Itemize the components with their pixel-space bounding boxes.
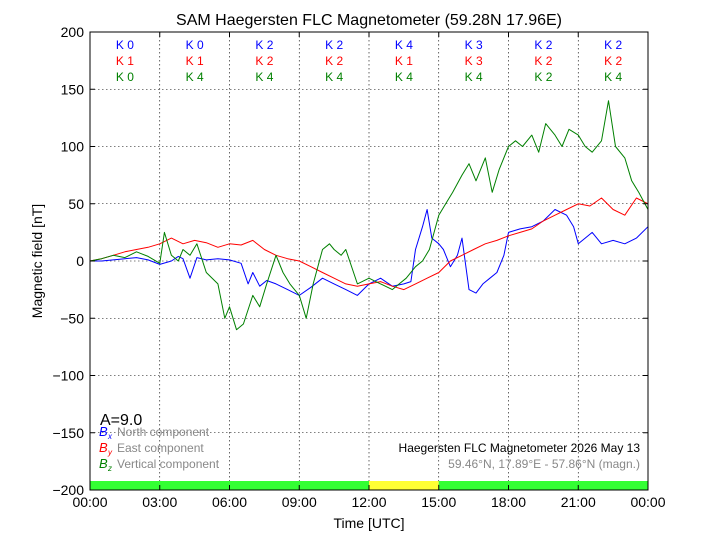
legend-label-x: North component <box>117 425 210 439</box>
legend-symbol-z: B <box>99 456 108 471</box>
legend-subscript-x: x <box>107 432 113 441</box>
k-index-z: K 4 <box>395 70 413 84</box>
info-station-date: Haegersten FLC Magnetometer 2026 May 13 <box>399 441 641 455</box>
k-index-z: K 2 <box>534 70 552 84</box>
k-index-x: K 2 <box>255 38 273 52</box>
y-axis-label: Magnetic field [nT] <box>29 204 45 318</box>
y-tick-label: −200 <box>52 482 84 498</box>
k-index-z: K 4 <box>186 70 204 84</box>
k-index-x: K 2 <box>534 38 552 52</box>
k-index-z: K 4 <box>604 70 622 84</box>
y-tick-labels: −200 −150 −100 −50 0 50 100 150 200 <box>52 24 84 498</box>
x-tick-label: 12:00 <box>351 494 386 510</box>
y-tick-label: 200 <box>61 24 85 40</box>
y-tick-label: −50 <box>60 310 84 326</box>
chart-title: SAM Haegersten FLC Magnetometer (59.28N … <box>176 12 562 29</box>
x-tick-label: 03:00 <box>142 494 177 510</box>
k-index-table: K 0 K 1 K 0 K 0 K 1 K 4 K 2 K 2 K 4 K 2 K 2 K 4 K 4 K… <box>116 38 623 84</box>
status-segment-green <box>438 481 648 490</box>
k-index-y: K 2 <box>604 54 622 68</box>
k-index-x: K 2 <box>604 38 622 52</box>
k-index-x: K 2 <box>325 38 343 52</box>
x-tick-label: 15:00 <box>421 494 456 510</box>
y-tick-label: 50 <box>68 196 84 212</box>
y-tick-label: 150 <box>61 81 85 97</box>
k-index-y: K 2 <box>325 54 343 68</box>
series-line-y <box>89 197 649 291</box>
k-index-y: K 3 <box>465 54 483 68</box>
status-segment-yellow <box>369 481 439 490</box>
legend-symbol-x: B <box>99 424 108 439</box>
info-coordinates: 59.46°N, 17.89°E - 57.86°N (magn.) <box>448 457 640 471</box>
k-index-y: K 1 <box>395 54 413 68</box>
legend-symbol-y: B <box>99 440 108 455</box>
k-index-y: K 1 <box>186 54 204 68</box>
x-axis-label: Time [UTC] <box>333 515 404 531</box>
series-line-x <box>90 209 649 296</box>
x-tick-label: 00:00 <box>72 494 107 510</box>
k-index-x: K 4 <box>395 38 413 52</box>
y-tick-label: −100 <box>52 368 84 384</box>
y-tick-label: 0 <box>76 253 84 269</box>
legend-subscript-y: y <box>107 448 113 457</box>
x-tick-label: 06:00 <box>212 494 247 510</box>
legend-label-y: East component <box>117 441 204 455</box>
k-index-y: K 2 <box>534 54 552 68</box>
k-index-y: K 1 <box>116 54 134 68</box>
y-tick-label: 100 <box>61 139 85 155</box>
legend-label-z: Vertical component <box>117 457 220 471</box>
x-tick-label: 18:00 <box>491 494 526 510</box>
k-index-z: K 0 <box>116 70 134 84</box>
k-index-x: K 0 <box>116 38 134 52</box>
k-index-x: K 3 <box>465 38 483 52</box>
x-tick-labels: 00:00 03:00 06:00 09:00 12:00 15:00 18:00 21:00… <box>72 494 665 510</box>
activity-index: A=9.0 <box>100 412 142 429</box>
legend-subscript-z: z <box>107 464 112 473</box>
k-index-z: K 4 <box>325 70 343 84</box>
x-tick-label: 00:00 <box>630 494 665 510</box>
gridlines <box>90 32 648 490</box>
k-index-z: K 4 <box>465 70 483 84</box>
x-tick-label: 21:00 <box>561 494 596 510</box>
k-index-x: K 0 <box>186 38 204 52</box>
k-index-y: K 2 <box>255 54 273 68</box>
series-line-z <box>89 100 649 331</box>
y-tick-label: −150 <box>52 425 84 441</box>
axis-ticks <box>89 31 649 491</box>
x-tick-label: 09:00 <box>282 494 317 510</box>
series-lines <box>89 100 649 331</box>
k-index-z: K 4 <box>255 70 273 84</box>
